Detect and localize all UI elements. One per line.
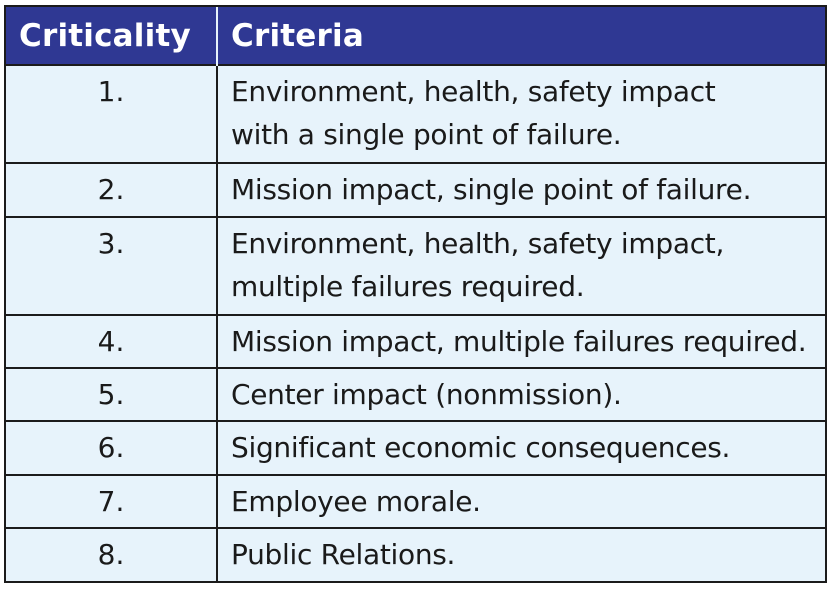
table-row: 8. Public Relations. bbox=[6, 526, 825, 581]
criteria-text: Significant economic consequences. bbox=[217, 420, 825, 475]
criticality-value: 7. bbox=[6, 473, 218, 528]
table-row: 3. Environment, health, safety impact, m… bbox=[6, 215, 825, 315]
table-body: 1. Environment, health, safety impact wi… bbox=[6, 63, 825, 581]
criticality-table-container: Criticality Criteria 1. Environment, hea… bbox=[4, 5, 827, 583]
table-row: 5. Center impact (nonmission). bbox=[6, 367, 825, 422]
criteria-text: Environment, health, safety impact, mult… bbox=[217, 215, 825, 315]
criticality-value: 5. bbox=[6, 367, 218, 422]
criticality-value: 2. bbox=[6, 162, 218, 217]
table-header: Criticality Criteria bbox=[6, 7, 825, 65]
criteria-text: Mission impact, single point of failure. bbox=[217, 162, 825, 217]
table-row: 4. Mission impact, multiple failures req… bbox=[6, 313, 825, 369]
criticality-value: 1. bbox=[6, 63, 218, 164]
header-criticality: Criticality bbox=[6, 7, 218, 65]
criteria-text: Employee morale. bbox=[217, 473, 825, 528]
table-row: 7. Employee morale. bbox=[6, 473, 825, 528]
criteria-text: Mission impact, multiple failures requir… bbox=[217, 313, 825, 369]
header-criteria: Criteria bbox=[231, 17, 364, 54]
criteria-text: Environment, health, safety impact with … bbox=[217, 63, 825, 164]
criticality-value: 3. bbox=[6, 215, 218, 315]
criteria-text: Public Relations. bbox=[217, 526, 825, 581]
criticality-value: 4. bbox=[6, 313, 218, 369]
header-row: Criticality Criteria bbox=[6, 7, 825, 65]
criteria-text: Center impact (nonmission). bbox=[217, 367, 825, 422]
table-row: 6. Significant economic consequences. bbox=[6, 420, 825, 475]
table-row: 2. Mission impact, single point of failu… bbox=[6, 162, 825, 217]
table-row: 1. Environment, health, safety impact wi… bbox=[6, 63, 825, 164]
criticality-table: Criticality Criteria 1. Environment, hea… bbox=[6, 7, 825, 581]
criticality-value: 6. bbox=[6, 420, 218, 475]
criticality-value: 8. bbox=[6, 526, 218, 581]
